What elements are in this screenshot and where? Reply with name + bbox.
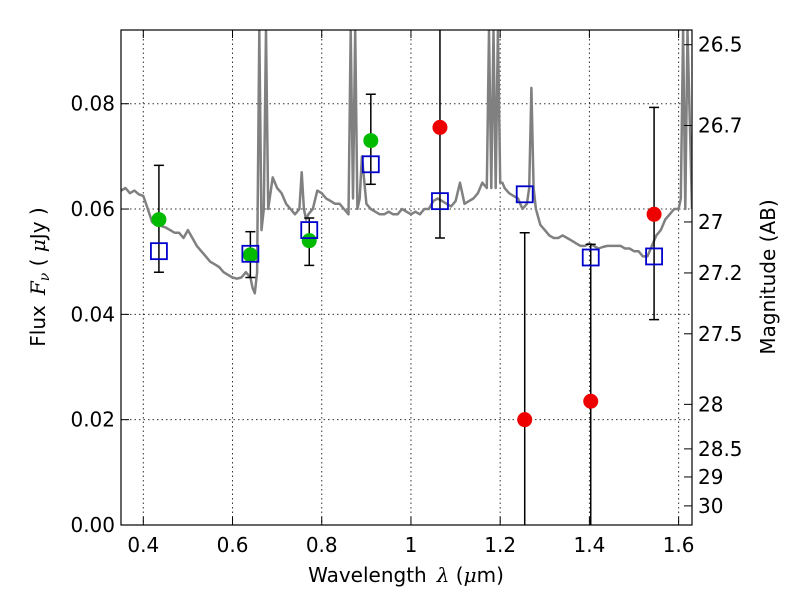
magnitude-tick-label: 26.7 — [698, 114, 743, 138]
model-flux-square — [150, 242, 168, 261]
y-axis-label-unit-rest: Jy ) — [26, 207, 50, 241]
y-axis-label-prefix: Flux — [26, 305, 50, 347]
nir-flux-point — [646, 206, 662, 222]
y-tick-label: 0.02 — [70, 408, 115, 432]
data-layer — [121, 30, 692, 525]
magnitude-tick-label: 28 — [698, 392, 723, 416]
model-flux-square — [361, 155, 380, 174]
y-axis-label-symbol: F — [26, 280, 50, 296]
y-axis-label: Flux Fν ( μJy ) — [26, 207, 53, 346]
x-axis-label-unit-open: ( — [449, 563, 463, 587]
plot-frame — [120, 29, 693, 526]
magnitude-tick-label: 30 — [698, 494, 723, 518]
x-axis-label-symbol: λ — [436, 563, 450, 587]
spectrum-line — [121, 30, 692, 295]
magnitude-tick-label: 29 — [698, 465, 723, 489]
y-axis-label-unit-open: ( — [26, 252, 50, 273]
y-tick-label: 0.06 — [70, 197, 115, 221]
observed-points — [151, 119, 662, 428]
optical-flux-point — [301, 233, 317, 249]
optical-flux-point — [151, 212, 167, 228]
y-tick-label: 0.00 — [70, 513, 115, 537]
model-flux-square — [300, 221, 319, 240]
y-axis-label-subscript: ν — [37, 272, 53, 281]
axis-ticks: 0.4 0.6 0.8 1 1.2 1.4 1.6 0.00 0.02 0.04 0.06 0.08 2… — [70, 30, 743, 557]
optical-flux-point — [242, 247, 258, 263]
magnitude-tick-label: 27.2 — [698, 261, 743, 285]
model-flux-square — [581, 248, 600, 267]
magnitude-tick-label: 26.5 — [698, 33, 743, 57]
x-tick-label: 1.6 — [663, 533, 695, 557]
x-tick-label: 0.4 — [127, 533, 159, 557]
magnitude-tick-label: 27.5 — [698, 322, 743, 346]
nir-flux-point — [517, 412, 533, 428]
magnitude-tick-label: 28.5 — [698, 437, 743, 461]
x-tick-label: 1.2 — [484, 533, 516, 557]
y-tick-label: 0.04 — [70, 302, 115, 326]
model-flux-square — [515, 185, 534, 204]
y-tick-label: 0.08 — [70, 92, 115, 116]
x-axis-label-unit-rest: m) — [477, 563, 504, 587]
x-tick-label: 1.4 — [573, 533, 605, 557]
nir-flux-point — [432, 119, 448, 135]
x-axis-label-unit-mu: μ — [464, 563, 477, 587]
right-axis-label: Magnitude (AB) — [756, 199, 780, 354]
plot-background — [121, 30, 692, 525]
model-flux-square — [241, 244, 260, 263]
magnitude-tick-label: 27 — [698, 210, 723, 234]
x-axis-label-prefix: Wavelength — [308, 563, 427, 587]
model-points — [150, 155, 663, 267]
model-flux-square — [645, 247, 663, 266]
x-axis-label: Wavelength λ (μm) — [308, 563, 504, 587]
y-axis-label-unit-mu: μ — [26, 239, 50, 252]
x-tick-label: 1 — [405, 533, 418, 557]
nir-flux-point — [583, 393, 599, 409]
optical-flux-point — [363, 133, 379, 149]
x-tick-label: 0.6 — [217, 533, 249, 557]
model-flux-square — [431, 192, 449, 211]
x-tick-label: 0.8 — [306, 533, 338, 557]
